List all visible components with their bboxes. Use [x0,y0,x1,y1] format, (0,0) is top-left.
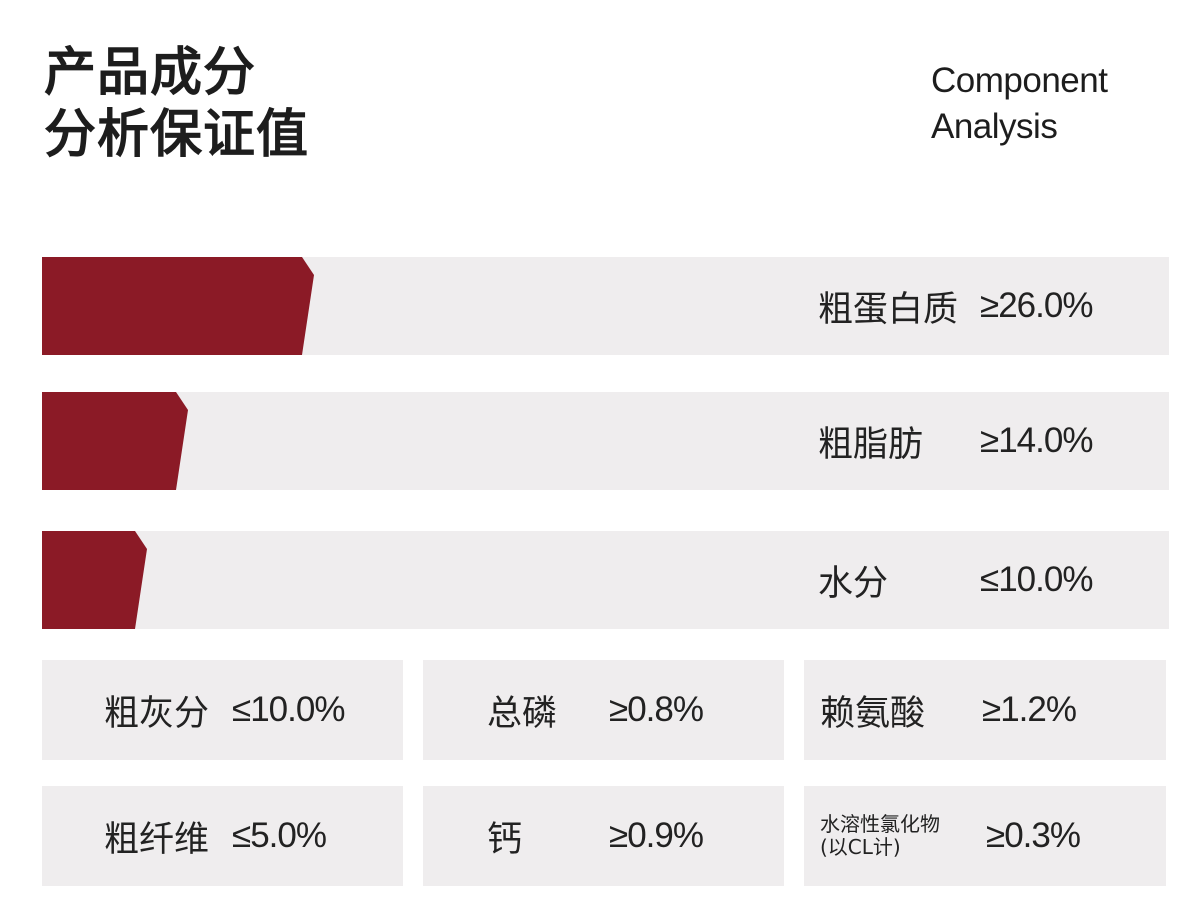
cell-label: 水溶性氯化物 (以CL计) [820,786,940,886]
bar-label: 粗脂肪 [818,424,924,465]
title-line-1: 产品成分 [44,43,257,103]
bar-fill-crude-fat [42,392,188,490]
cell-value: ≤10.0% [232,690,345,729]
bar-value: ≤10.0% [980,560,1093,599]
cell-label: 粗纤维 [104,819,210,860]
cell-label-line-1: 水溶性氯化物 [820,812,940,836]
cell-label: 赖氨酸 [820,693,926,734]
cell-label: 粗灰分 [104,693,210,734]
bar-fill-crude-protein [42,257,314,355]
cell-crude-ash: 粗灰分 ≤10.0% [42,660,403,760]
english-title-line-1: Component [931,61,1108,100]
nutrient-grid: 粗灰分 ≤10.0% 总磷 ≥0.8% 赖氨酸 ≥1.2% 粗纤维 ≤5.0% … [42,660,1166,886]
cell-water-soluble-chloride: 水溶性氯化物 (以CL计) ≥0.3% [804,786,1166,886]
bar-label: 水分 [818,563,889,604]
cell-label: 总磷 [487,693,558,734]
cell-value: ≥0.8% [609,690,704,729]
cell-value: ≥0.3% [986,816,1081,855]
cell-value: ≤5.0% [232,816,327,855]
page-title: 产品成分 分析保证值 [44,42,309,166]
cell-total-phosphorus: 总磷 ≥0.8% [423,660,784,760]
cell-lysine: 赖氨酸 ≥1.2% [804,660,1166,760]
cell-value: ≥1.2% [982,690,1077,729]
english-title: Component Analysis [931,58,1108,150]
bar-value: ≥26.0% [980,286,1093,325]
bar-value: ≥14.0% [980,421,1093,460]
bar-fill-moisture [42,531,147,629]
bar-row-crude-protein: 粗蛋白质 ≥26.0% [42,257,1169,355]
cell-label: 钙 [487,819,523,860]
title-line-2: 分析保证值 [44,105,310,165]
bar-row-crude-fat: 粗脂肪 ≥14.0% [42,392,1169,490]
bar-row-moisture: 水分 ≤10.0% [42,531,1169,629]
english-title-line-2: Analysis [931,107,1058,146]
bar-label: 粗蛋白质 [818,289,959,330]
cell-label-line-2: (以CL计) [820,835,901,859]
cell-crude-fiber: 粗纤维 ≤5.0% [42,786,403,886]
cell-calcium: 钙 ≥0.9% [423,786,784,886]
cell-value: ≥0.9% [609,816,704,855]
